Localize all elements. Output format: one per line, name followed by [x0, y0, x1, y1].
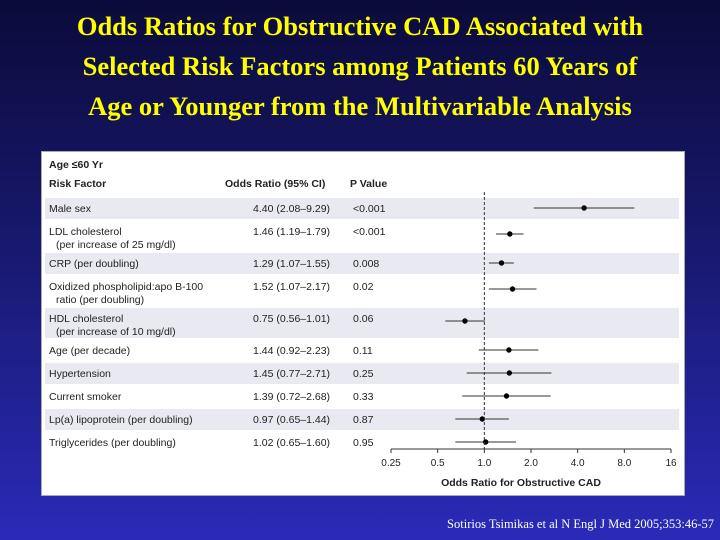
odds-ratio-value: 0.75 (0.56–1.01) — [253, 313, 330, 325]
column-header: P Value — [350, 178, 387, 190]
odds-ratio-point — [581, 205, 587, 211]
p-value: 0.11 — [353, 345, 373, 357]
slide-title-line: Odds Ratios for Obstructive CAD Associat… — [76, 11, 644, 41]
x-tick-label: 2.0 — [524, 458, 538, 469]
p-value: 0.95 — [353, 437, 374, 449]
p-value: <0.001 — [353, 226, 386, 238]
odds-ratio-value: 1.29 (1.07–1.55) — [253, 258, 330, 270]
column-header: Risk Factor — [49, 178, 106, 190]
risk-factor-label: Hypertension — [49, 368, 111, 380]
p-value: 0.02 — [353, 281, 374, 293]
odds-ratio-value: 1.45 (0.77–2.71) — [253, 368, 330, 380]
odds-ratio-point — [509, 286, 516, 292]
p-value: 0.06 — [353, 313, 374, 325]
odds-ratio-value: 1.02 (0.65–1.60) — [253, 437, 330, 449]
odds-ratio-value: 1.52 (1.07–2.17) — [253, 281, 330, 293]
x-tick-label: 16 — [665, 458, 677, 469]
odds-ratio-value: 1.44 (0.92–2.23) — [253, 345, 330, 357]
row-band — [45, 198, 679, 219]
slide-title: Odds Ratios for Obstructive CAD Associat… — [0, 6, 720, 126]
x-tick-label: 4.0 — [571, 458, 585, 469]
odds-ratio-point — [462, 318, 468, 324]
risk-factor-label: HDL cholesterol — [49, 313, 123, 325]
odds-ratio-point — [506, 347, 512, 353]
slide-title-line: Selected Risk Factors among Patients 60 … — [82, 51, 638, 81]
x-tick-label: 8.0 — [617, 458, 631, 469]
row-band — [45, 308, 679, 338]
p-value: 0.25 — [353, 368, 374, 380]
risk-factor-label: Triglycerides (per doubling) — [49, 437, 176, 449]
risk-factor-label: (per increase of 10 mg/dl) — [56, 326, 176, 338]
p-value: 0.33 — [353, 391, 374, 403]
forest-plot: Age ≤60 Yr Risk Factor Odds Ratio (95% CI)… — [45, 159, 679, 489]
odds-ratio-point — [503, 393, 510, 399]
x-axis-label: Odds Ratio for Obstructive CAD — [441, 477, 601, 489]
odds-ratio-value: 1.46 (1.19–1.79) — [253, 226, 330, 238]
row-band — [45, 363, 679, 384]
citation: Sotirios Tsimikas et al N Engl J Med 200… — [447, 517, 714, 531]
p-value: 0.87 — [353, 414, 374, 426]
risk-factor-label: (per increase of 25 mg/dl) — [56, 239, 176, 251]
x-tick-label: 0.25 — [381, 458, 401, 469]
x-tick-label: 1.0 — [477, 458, 491, 469]
risk-factor-label: CRP (per doubling) — [49, 258, 139, 270]
slide-title-line: Age or Younger from the Multivariable An… — [88, 91, 632, 121]
odds-ratio-point — [498, 260, 505, 266]
row-band — [45, 253, 679, 274]
risk-factor-label: Age (per decade) — [49, 345, 130, 357]
risk-factor-label: Current smoker — [49, 391, 122, 403]
odds-ratio-point — [479, 416, 485, 422]
p-value: <0.001 — [353, 203, 386, 215]
odds-ratio-point — [482, 439, 489, 445]
odds-ratio-point — [506, 370, 513, 376]
p-value: 0.008 — [353, 258, 379, 270]
row-band — [45, 409, 679, 430]
risk-factor-label: Male sex — [49, 203, 92, 215]
column-header: Odds Ratio (95% CI) — [225, 178, 325, 190]
risk-factor-label: Lp(a) lipoprotein (per doubling) — [49, 414, 193, 426]
forest-plot-panel: Age ≤60 Yr Risk Factor Odds Ratio (95% CI)… — [41, 151, 685, 496]
odds-ratio-value: 0.97 (0.65–1.44) — [253, 414, 330, 426]
risk-factor-label: ratio (per doubling) — [56, 294, 144, 306]
odds-ratio-value: 4.40 (2.08–9.29) — [253, 203, 330, 215]
odds-ratio-point — [507, 231, 513, 237]
risk-factor-label: Oxidized phospholipid:apo B-100 — [49, 281, 203, 293]
risk-factor-label: LDL cholesterol — [49, 226, 122, 238]
group-label: Age ≤60 Yr — [49, 159, 103, 171]
x-tick-label: 0.5 — [431, 458, 445, 469]
odds-ratio-value: 1.39 (0.72–2.68) — [253, 391, 330, 403]
